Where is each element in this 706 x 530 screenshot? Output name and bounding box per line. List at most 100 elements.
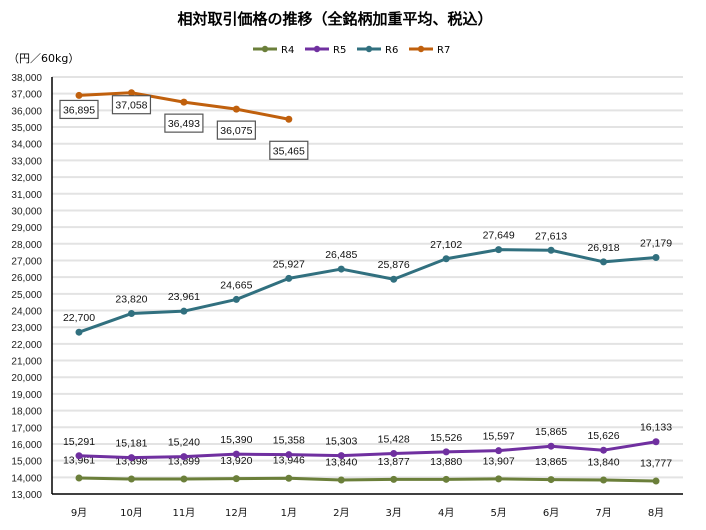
- data-label: 15,240: [168, 437, 200, 449]
- legend-marker-r4: [261, 45, 269, 53]
- data-point: [232, 450, 240, 458]
- data-point: [390, 450, 398, 458]
- y-tick-label: 26,000: [11, 273, 42, 284]
- data-point: [75, 452, 83, 460]
- y-tick-label: 14,000: [11, 473, 42, 484]
- data-point: [495, 246, 503, 254]
- data-point: [180, 475, 188, 483]
- data-label: 15,526: [430, 432, 462, 444]
- x-tick-label: 5月: [490, 507, 506, 519]
- legend-label-r4: R4: [281, 45, 294, 56]
- data-label: 27,649: [483, 230, 515, 242]
- data-point: [495, 475, 503, 483]
- data-point: [442, 255, 450, 263]
- data-label-box: [59, 99, 99, 120]
- x-tick-label: 4月: [438, 507, 454, 519]
- legend-label-r6: R6: [385, 45, 398, 56]
- data-point: [600, 476, 608, 484]
- legend: R4 R5 R6 R7: [253, 45, 450, 56]
- data-point: [547, 476, 555, 484]
- data-label: 13,907: [483, 455, 515, 467]
- y-tick-label: 13,000: [11, 490, 42, 501]
- y-axis-ticks: 13,000 14,000 15,000 16,000 17,000 18,000 19,0…: [11, 73, 42, 501]
- series-line-r6: [78, 248, 657, 334]
- y-tick-label: 23,000: [11, 323, 42, 334]
- x-tick-label: 1月: [281, 507, 297, 519]
- data-label: 26,918: [587, 242, 619, 254]
- data-point: [600, 258, 608, 266]
- data-point: [652, 253, 660, 261]
- y-tick-label: 29,000: [11, 223, 42, 234]
- data-point: [337, 476, 345, 484]
- legend-marker-r7: [417, 45, 425, 53]
- data-label: 23,820: [115, 294, 147, 306]
- data-label: 15,428: [378, 434, 410, 446]
- data-label: 15,291: [63, 436, 95, 448]
- y-tick-label: 18,000: [11, 407, 42, 418]
- data-point: [232, 105, 240, 113]
- y-tick-label: 28,000: [11, 240, 42, 251]
- data-point: [127, 89, 135, 97]
- series-r5: 15,291 15,181 15,240 15,390 15,358 15,303 15,4…: [63, 422, 672, 462]
- data-point: [75, 474, 83, 482]
- data-label: 13,899: [168, 456, 200, 468]
- x-tick-label: 11月: [173, 507, 196, 519]
- gridlines: [52, 76, 683, 479]
- data-label: 27,613: [535, 230, 567, 242]
- y-tick-label: 34,000: [11, 140, 42, 151]
- x-tick-label: 6月: [543, 507, 559, 519]
- data-point: [337, 452, 345, 460]
- data-label: 13,777: [640, 458, 672, 470]
- data-point: [547, 246, 555, 254]
- legend-label-r5: R5: [333, 45, 346, 56]
- y-tick-label: 30,000: [11, 206, 42, 217]
- y-tick-label: 21,000: [11, 357, 42, 368]
- data-label: 15,303: [325, 436, 357, 448]
- data-label: 24,665: [220, 279, 252, 291]
- legend-marker-r5: [313, 45, 321, 53]
- series-line-r4: [78, 476, 657, 483]
- data-label: 13,946: [273, 455, 305, 467]
- series-r6: 22,700 23,820 23,961 24,665 25,927 26,485 25,8…: [63, 230, 672, 336]
- data-label: 25,876: [378, 259, 410, 271]
- data-point: [232, 295, 240, 303]
- chart-title: 相対取引価格の推移（全銘柄加重平均、税込）: [177, 10, 492, 28]
- data-point: [232, 475, 240, 483]
- legend-marker-r6: [365, 45, 373, 53]
- x-tick-label: 8月: [648, 507, 664, 519]
- data-label: 16,133: [640, 422, 672, 434]
- data-point: [600, 446, 608, 454]
- data-label: 13,865: [535, 456, 567, 468]
- y-tick-label: 35,000: [11, 123, 42, 134]
- data-point: [337, 265, 345, 273]
- y-tick-label: 25,000: [11, 290, 42, 301]
- data-label: 35,465: [273, 145, 305, 157]
- y-tick-label: 15,000: [11, 457, 42, 468]
- y-tick-label: 33,000: [11, 156, 42, 167]
- data-point: [180, 307, 188, 315]
- y-tick-label: 16,000: [11, 440, 42, 451]
- data-label: 36,493: [168, 118, 200, 130]
- y-tick-label: 20,000: [11, 373, 42, 384]
- y-tick-label: 19,000: [11, 390, 42, 401]
- x-axis-ticks: 9月 10月 11月 12月 1月 2月 3月 4月 5月 6月 7月 8月: [71, 507, 664, 519]
- data-point: [127, 454, 135, 462]
- data-point: [495, 447, 503, 455]
- y-tick-label: 17,000: [11, 423, 42, 434]
- data-label: 27,102: [430, 239, 462, 251]
- data-point: [652, 477, 660, 485]
- data-label: 15,181: [115, 438, 147, 450]
- data-label-box: [216, 120, 256, 140]
- data-label-box: [111, 95, 152, 115]
- y-tick-label: 32,000: [11, 173, 42, 184]
- x-tick-label: 3月: [386, 507, 402, 519]
- data-label: 13,920: [220, 455, 252, 467]
- data-label: 37,058: [115, 100, 147, 112]
- series-group: 13,961 13,898 13,899 13,920 13,946 13,840 13,8…: [59, 89, 672, 485]
- data-point: [127, 310, 135, 318]
- data-label-box: [269, 140, 309, 160]
- data-point: [180, 98, 188, 106]
- data-point: [285, 474, 293, 482]
- data-point: [547, 442, 555, 450]
